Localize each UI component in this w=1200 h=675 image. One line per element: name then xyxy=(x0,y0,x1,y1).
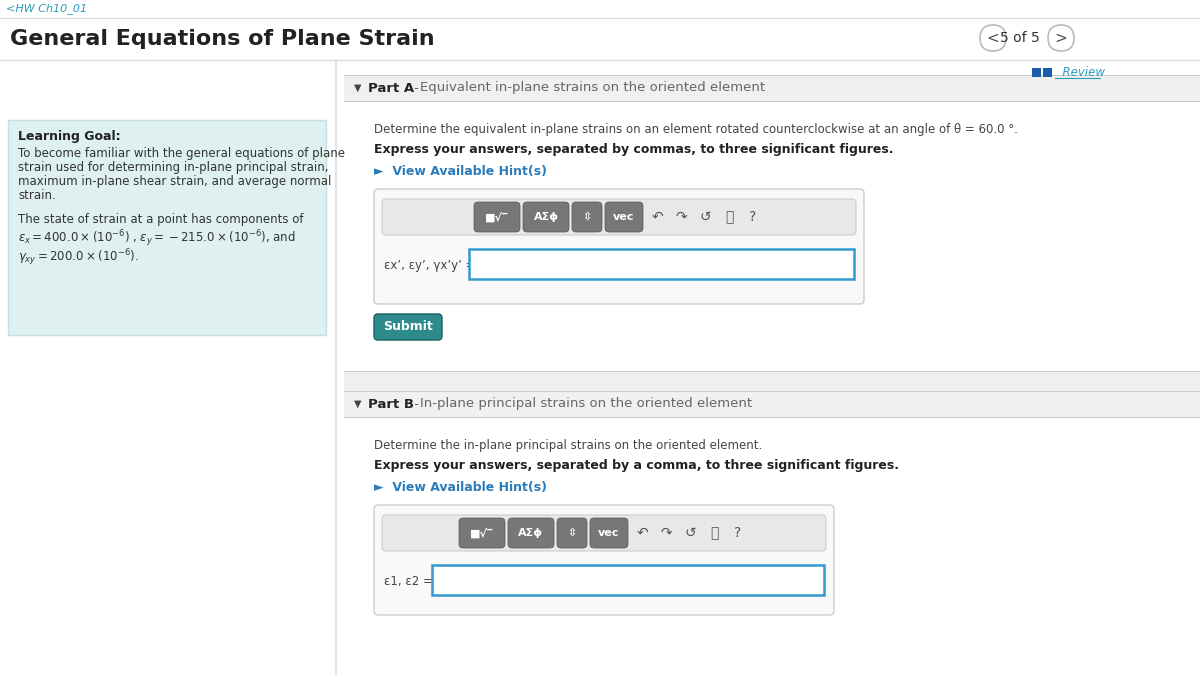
FancyBboxPatch shape xyxy=(382,199,856,235)
Text: $\gamma_{xy} = 200.0 \times (10^{-6})$.: $\gamma_{xy} = 200.0 \times (10^{-6})$. xyxy=(18,247,139,267)
Text: -: - xyxy=(410,82,424,95)
Text: maximum in-plane shear strain, and average normal: maximum in-plane shear strain, and avera… xyxy=(18,175,331,188)
FancyBboxPatch shape xyxy=(1048,25,1074,51)
Text: <HW Ch10_01: <HW Ch10_01 xyxy=(6,3,88,14)
Text: vec: vec xyxy=(599,528,619,538)
Text: ⌸: ⌸ xyxy=(725,210,733,224)
Text: Submit: Submit xyxy=(383,321,433,333)
Text: ⌸: ⌸ xyxy=(710,526,718,540)
FancyBboxPatch shape xyxy=(374,189,864,304)
Text: Learning Goal:: Learning Goal: xyxy=(18,130,121,143)
Text: ⇳: ⇳ xyxy=(568,528,577,538)
Text: Review: Review xyxy=(1055,67,1105,80)
Text: ▼: ▼ xyxy=(354,399,361,409)
FancyBboxPatch shape xyxy=(0,18,1200,60)
Text: 5 of 5: 5 of 5 xyxy=(1000,31,1040,45)
Text: In-plane principal strains on the oriented element: In-plane principal strains on the orient… xyxy=(420,398,752,410)
FancyBboxPatch shape xyxy=(382,515,826,551)
Text: ↺: ↺ xyxy=(684,526,696,540)
Text: ε1, ε2 =: ε1, ε2 = xyxy=(384,574,433,587)
FancyBboxPatch shape xyxy=(374,505,834,615)
Text: ?: ? xyxy=(749,210,757,224)
Text: Part B: Part B xyxy=(368,398,414,410)
FancyBboxPatch shape xyxy=(344,371,1200,391)
FancyBboxPatch shape xyxy=(590,518,628,548)
Text: <: < xyxy=(986,30,1000,45)
Text: $\epsilon_x = 400.0 \times (10^{-6})$ , $\epsilon_y = -215.0 \times (10^{-6})$, : $\epsilon_x = 400.0 \times (10^{-6})$ , … xyxy=(18,228,295,248)
FancyBboxPatch shape xyxy=(1043,68,1052,77)
Text: To become familiar with the general equations of plane: To become familiar with the general equa… xyxy=(18,147,346,160)
Text: ↷: ↷ xyxy=(676,210,686,224)
Text: AΣϕ: AΣϕ xyxy=(518,528,544,538)
FancyBboxPatch shape xyxy=(432,565,824,595)
FancyBboxPatch shape xyxy=(344,75,1200,101)
Text: ?: ? xyxy=(734,526,742,540)
Text: ▼: ▼ xyxy=(354,83,361,93)
Text: Part A: Part A xyxy=(368,82,414,95)
Text: ↷: ↷ xyxy=(660,526,672,540)
FancyBboxPatch shape xyxy=(605,202,643,232)
Text: ↶: ↶ xyxy=(636,526,648,540)
FancyBboxPatch shape xyxy=(508,518,554,548)
FancyBboxPatch shape xyxy=(572,202,602,232)
Text: ►  View Available Hint(s): ► View Available Hint(s) xyxy=(374,481,547,494)
Text: strain used for determining in-plane principal strain,: strain used for determining in-plane pri… xyxy=(18,161,329,174)
Text: Determine the in-plane principal strains on the oriented element.: Determine the in-plane principal strains… xyxy=(374,439,762,452)
FancyBboxPatch shape xyxy=(344,101,1200,371)
FancyBboxPatch shape xyxy=(469,249,854,279)
FancyBboxPatch shape xyxy=(557,518,587,548)
FancyBboxPatch shape xyxy=(344,417,1200,675)
Text: vec: vec xyxy=(613,212,635,222)
FancyBboxPatch shape xyxy=(523,202,569,232)
FancyBboxPatch shape xyxy=(8,120,326,335)
Text: Determine the equivalent in-plane strains on an element rotated counterclockwise: Determine the equivalent in-plane strain… xyxy=(374,123,1018,136)
FancyBboxPatch shape xyxy=(374,314,442,340)
Text: ↶: ↶ xyxy=(652,210,662,224)
Text: Express your answers, separated by commas, to three significant figures.: Express your answers, separated by comma… xyxy=(374,143,894,156)
Text: ►  View Available Hint(s): ► View Available Hint(s) xyxy=(374,165,547,178)
Text: General Equations of Plane Strain: General Equations of Plane Strain xyxy=(10,29,434,49)
Text: ■√‾: ■√‾ xyxy=(470,528,493,538)
FancyBboxPatch shape xyxy=(0,0,1200,18)
FancyBboxPatch shape xyxy=(1032,68,1042,77)
FancyBboxPatch shape xyxy=(474,202,520,232)
FancyBboxPatch shape xyxy=(344,391,1200,417)
Text: ↺: ↺ xyxy=(700,210,710,224)
Text: AΣϕ: AΣϕ xyxy=(534,212,558,222)
FancyBboxPatch shape xyxy=(980,25,1006,51)
Text: The state of strain at a point has components of: The state of strain at a point has compo… xyxy=(18,213,304,226)
Text: -: - xyxy=(410,398,424,410)
Text: strain.: strain. xyxy=(18,189,55,202)
Text: >: > xyxy=(1055,30,1067,45)
Text: ⇳: ⇳ xyxy=(582,212,592,222)
Text: εx’, εy’, γx’y’ =: εx’, εy’, γx’y’ = xyxy=(384,259,475,271)
Text: ■√‾: ■√‾ xyxy=(485,212,509,222)
FancyBboxPatch shape xyxy=(458,518,505,548)
Text: Express your answers, separated by a comma, to three significant figures.: Express your answers, separated by a com… xyxy=(374,459,899,472)
Text: Equivalent in-plane strains on the oriented element: Equivalent in-plane strains on the orien… xyxy=(420,82,766,95)
